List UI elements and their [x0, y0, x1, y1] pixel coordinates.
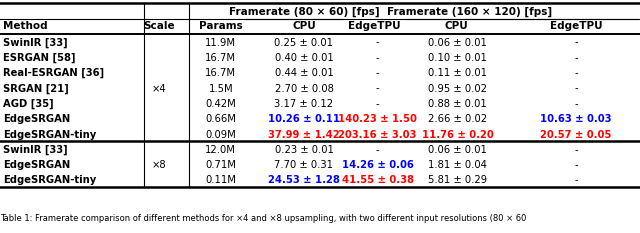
Text: 0.09M: 0.09M — [205, 130, 236, 140]
Text: 0.88 ± 0.01: 0.88 ± 0.01 — [428, 99, 487, 109]
Text: Scale: Scale — [143, 21, 175, 31]
Text: AGD [35]: AGD [35] — [3, 99, 54, 109]
Text: -: - — [574, 145, 578, 155]
Text: -: - — [574, 53, 578, 63]
Text: Method: Method — [3, 21, 48, 31]
Text: 0.23 ± 0.01: 0.23 ± 0.01 — [275, 145, 333, 155]
Text: -: - — [574, 84, 578, 93]
Text: 0.95 ± 0.02: 0.95 ± 0.02 — [428, 84, 487, 93]
Text: 37.99 ± 1.42: 37.99 ± 1.42 — [268, 130, 340, 140]
Text: ESRGAN [58]: ESRGAN [58] — [3, 53, 76, 63]
Text: ×8: ×8 — [152, 160, 166, 170]
Text: Framerate (160 × 120) [fps]: Framerate (160 × 120) [fps] — [387, 7, 552, 17]
Text: -: - — [376, 38, 380, 48]
Text: SwinIR [33]: SwinIR [33] — [3, 145, 68, 155]
Text: 0.11 ± 0.01: 0.11 ± 0.01 — [428, 68, 487, 78]
Text: 2.66 ± 0.02: 2.66 ± 0.02 — [428, 114, 487, 124]
Text: CPU: CPU — [444, 21, 468, 31]
Text: EdgeSRGAN: EdgeSRGAN — [3, 114, 70, 124]
Text: 0.66M: 0.66M — [205, 114, 236, 124]
Text: 41.55 ± 0.38: 41.55 ± 0.38 — [342, 175, 413, 185]
Text: 11.76 ± 0.20: 11.76 ± 0.20 — [422, 130, 493, 140]
Text: 3.17 ± 0.12: 3.17 ± 0.12 — [275, 99, 333, 109]
Text: 20.57 ± 0.05: 20.57 ± 0.05 — [540, 130, 612, 140]
Text: -: - — [376, 84, 380, 93]
Text: 0.10 ± 0.01: 0.10 ± 0.01 — [428, 53, 487, 63]
Text: Real-ESRGAN [36]: Real-ESRGAN [36] — [3, 68, 104, 78]
Text: 0.40 ± 0.01: 0.40 ± 0.01 — [275, 53, 333, 63]
Text: EdgeSRGAN-tiny: EdgeSRGAN-tiny — [3, 175, 97, 185]
Text: -: - — [376, 68, 380, 78]
Text: 16.7M: 16.7M — [205, 68, 236, 78]
Text: 5.81 ± 0.29: 5.81 ± 0.29 — [428, 175, 487, 185]
Text: EdgeTPU: EdgeTPU — [348, 21, 401, 31]
Text: 2.70 ± 0.08: 2.70 ± 0.08 — [275, 84, 333, 93]
Text: 16.7M: 16.7M — [205, 53, 236, 63]
Text: 1.81 ± 0.04: 1.81 ± 0.04 — [428, 160, 487, 170]
Text: -: - — [376, 145, 380, 155]
Text: CPU: CPU — [292, 21, 316, 31]
Text: -: - — [574, 160, 578, 170]
Text: 24.53 ± 1.28: 24.53 ± 1.28 — [268, 175, 340, 185]
Text: 0.06 ± 0.01: 0.06 ± 0.01 — [428, 38, 487, 48]
Text: 0.44 ± 0.01: 0.44 ± 0.01 — [275, 68, 333, 78]
Text: EdgeSRGAN-tiny: EdgeSRGAN-tiny — [3, 130, 97, 140]
Text: 14.26 ± 0.06: 14.26 ± 0.06 — [342, 160, 413, 170]
Text: 11.9M: 11.9M — [205, 38, 236, 48]
Text: 12.0M: 12.0M — [205, 145, 236, 155]
Text: 0.11M: 0.11M — [205, 175, 236, 185]
Text: 7.70 ± 0.31: 7.70 ± 0.31 — [275, 160, 333, 170]
Text: 140.23 ± 1.50: 140.23 ± 1.50 — [338, 114, 417, 124]
Text: SRGAN [21]: SRGAN [21] — [3, 83, 69, 94]
Text: 203.16 ± 3.03: 203.16 ± 3.03 — [339, 130, 417, 140]
Text: 10.63 ± 0.03: 10.63 ± 0.03 — [540, 114, 612, 124]
Text: Framerate (80 × 60) [fps]: Framerate (80 × 60) [fps] — [228, 7, 380, 17]
Text: -: - — [574, 68, 578, 78]
Text: -: - — [376, 53, 380, 63]
Text: ×4: ×4 — [152, 84, 166, 93]
Text: -: - — [376, 99, 380, 109]
Text: 0.25 ± 0.01: 0.25 ± 0.01 — [275, 38, 333, 48]
Text: 1.5M: 1.5M — [209, 84, 233, 93]
Text: 10.26 ± 0.11: 10.26 ± 0.11 — [268, 114, 340, 124]
Text: EdgeSRGAN: EdgeSRGAN — [3, 160, 70, 170]
Text: 0.42M: 0.42M — [205, 99, 236, 109]
Text: Table 1: Framerate comparison of different methods for ×4 and ×8 upsampling, wit: Table 1: Framerate comparison of differe… — [0, 214, 526, 223]
Text: EdgeTPU: EdgeTPU — [550, 21, 602, 31]
Text: -: - — [574, 175, 578, 185]
Text: 0.06 ± 0.01: 0.06 ± 0.01 — [428, 145, 487, 155]
Text: -: - — [574, 99, 578, 109]
Text: SwinIR [33]: SwinIR [33] — [3, 38, 68, 48]
Text: Params: Params — [199, 21, 243, 31]
Text: -: - — [574, 38, 578, 48]
Text: 0.71M: 0.71M — [205, 160, 236, 170]
